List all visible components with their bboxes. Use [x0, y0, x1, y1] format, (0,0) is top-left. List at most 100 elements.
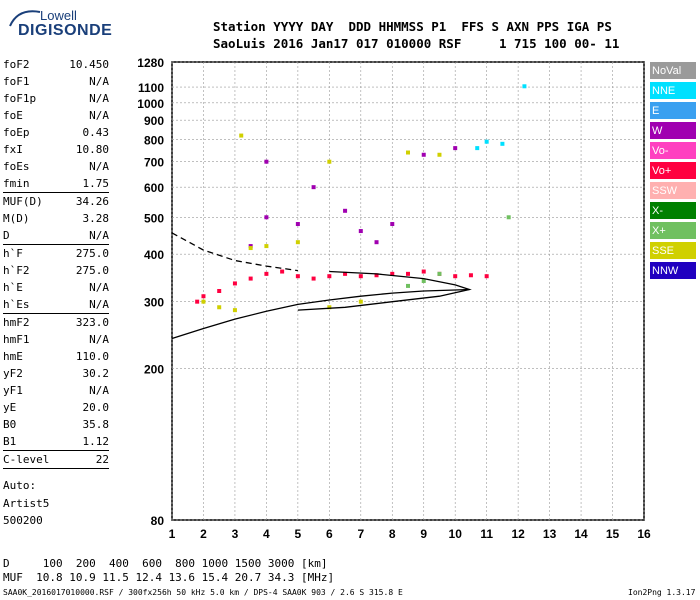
data-point [500, 141, 505, 146]
param-value: 1.12 [82, 435, 110, 448]
data-point [453, 146, 458, 151]
x-tick-label: 2 [200, 527, 207, 541]
param-name: h`F [3, 247, 23, 260]
data-point [437, 271, 442, 276]
data-point [295, 240, 300, 245]
plot-frame [171, 61, 645, 521]
param-name: foF1 [3, 75, 30, 88]
header-values: SaoLuis 2016 Jan17 017 010000 RSF 1 715 … [213, 36, 620, 51]
param-value: 110.0 [75, 350, 109, 363]
data-point [421, 278, 426, 283]
trace-curve [297, 270, 472, 311]
logo-line-2: DIGISONDE [18, 22, 113, 39]
x-tick-label: 6 [326, 527, 333, 541]
data-point [264, 215, 269, 220]
param-name: foEs [3, 160, 30, 173]
footer-file-info: SAA0K_2016017010000.RSF / 300fx256h 50 k… [3, 588, 403, 597]
data-point [311, 276, 316, 281]
param-name: yF1 [3, 384, 23, 397]
param-name: D [3, 229, 10, 242]
x-tick-label: 5 [295, 527, 302, 541]
param-name: hmE [3, 350, 23, 363]
data-point [232, 308, 237, 313]
param-name: hmF1 [3, 333, 30, 346]
x-tick-label: 15 [606, 527, 620, 541]
data-point [343, 208, 348, 213]
x-tick-label: 11 [480, 527, 493, 541]
legend-item: W [650, 122, 696, 139]
data-point [453, 274, 458, 279]
param-row: h`F2 275.0 [3, 262, 109, 279]
param-value: 30.2 [82, 367, 110, 380]
param-value: 275.0 [75, 264, 109, 277]
param-name: yF2 [3, 367, 23, 380]
param-row: C-level 22 [3, 450, 109, 468]
param-value: N/A [89, 298, 109, 311]
data-point [390, 271, 395, 276]
legend-item: NNW [650, 262, 696, 279]
data-point [217, 289, 222, 293]
legend-item: SSW [650, 182, 696, 199]
trace-curve [171, 232, 298, 272]
param-name: yE [3, 401, 17, 414]
footer-muf-row: MUF 10.8 10.9 11.5 12.4 13.6 15.4 20.7 3… [3, 571, 335, 584]
param-value: 22 [95, 453, 109, 466]
data-point [280, 269, 285, 274]
legend-item: SSE [650, 242, 696, 259]
param-row: M(D) 3.28 [3, 210, 109, 227]
data-point [484, 274, 489, 279]
param-value: 1.75 [82, 177, 110, 190]
x-tick-label: 3 [232, 527, 239, 541]
param-row: fmin 1.75 [3, 175, 109, 192]
legend-item: X+ [650, 222, 696, 239]
param-row: yF1 N/A [3, 382, 109, 399]
legend-item: E [650, 102, 696, 119]
param-row: D N/A [3, 227, 109, 244]
trace-curve [171, 288, 470, 340]
param-name: fmin [3, 177, 30, 190]
header-labels: Station YYYY DAY DDD HHMMSS P1 FFS S AXN… [213, 19, 612, 34]
param-name: B0 [3, 418, 17, 431]
x-tick-label: 8 [389, 527, 396, 541]
y-tick-label: 400 [144, 248, 164, 262]
data-point [475, 146, 480, 151]
param-value: 275.0 [75, 247, 109, 260]
param-value: 0.43 [82, 126, 110, 139]
x-tick-label: 4 [263, 527, 270, 541]
legend-item: NNE [650, 82, 696, 99]
param-row: foEp 0.43 [3, 124, 109, 141]
legend-item: X- [650, 202, 696, 219]
param-value: N/A [89, 384, 109, 397]
data-point [195, 299, 200, 304]
param-row: yE 20.0 [3, 399, 109, 416]
x-tick-label: 9 [420, 527, 427, 541]
legend-item: Vo- [650, 142, 696, 159]
data-point [264, 271, 269, 276]
data-point [232, 281, 237, 286]
y-tick-label: 80 [151, 514, 165, 528]
data-point [522, 84, 527, 89]
param-value: N/A [89, 92, 109, 105]
y-tick-label: 300 [144, 296, 164, 310]
data-point [506, 215, 511, 220]
param-name: foEp [3, 126, 30, 139]
data-point [248, 276, 253, 281]
y-tick-label: 1000 [137, 97, 164, 111]
x-tick-label: 12 [511, 527, 525, 541]
param-row: foE N/A [3, 107, 109, 124]
param-value: 10.450 [69, 58, 109, 71]
param-row: hmF1 N/A [3, 331, 109, 348]
legend-item: NoVal [650, 62, 696, 79]
x-tick-label: 7 [357, 527, 364, 541]
data-point [201, 294, 206, 299]
param-value: N/A [89, 333, 109, 346]
param-value: N/A [89, 160, 109, 173]
param-row: B0 35.8 [3, 416, 109, 433]
param-name: h`E [3, 281, 23, 294]
param-name: MUF(D) [3, 195, 43, 208]
y-tick-label: 1280 [137, 56, 164, 70]
data-point [374, 273, 379, 278]
y-tick-label: 800 [144, 134, 164, 148]
autoscale-artist: Artist5 [3, 496, 50, 510]
